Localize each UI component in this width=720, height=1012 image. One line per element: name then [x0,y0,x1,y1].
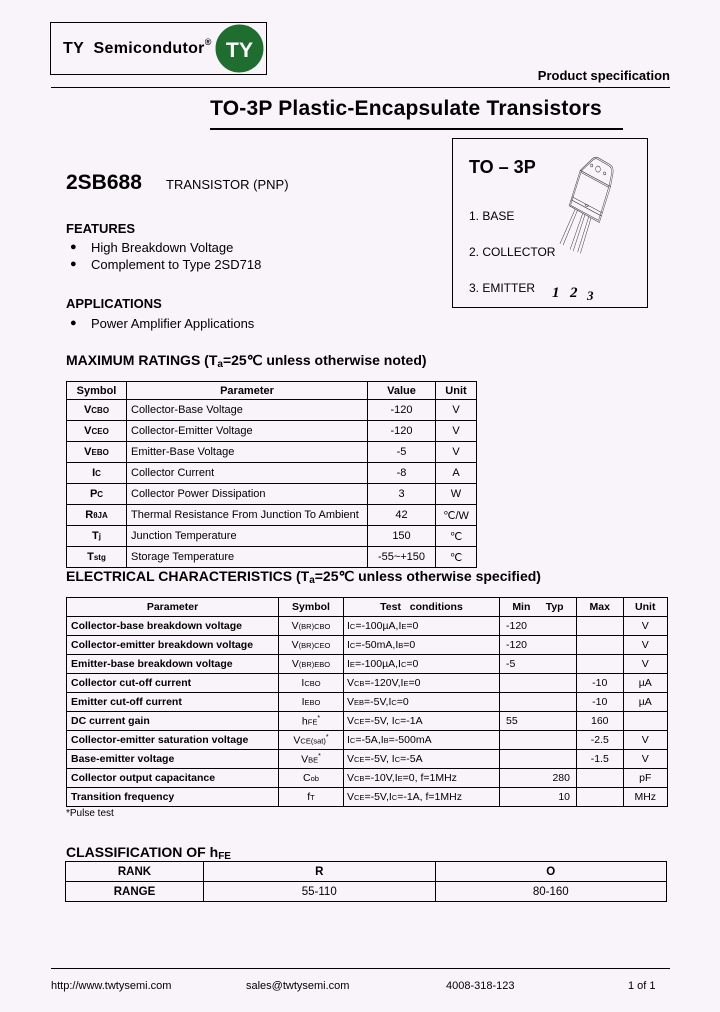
svg-text:TY: TY [226,38,253,62]
